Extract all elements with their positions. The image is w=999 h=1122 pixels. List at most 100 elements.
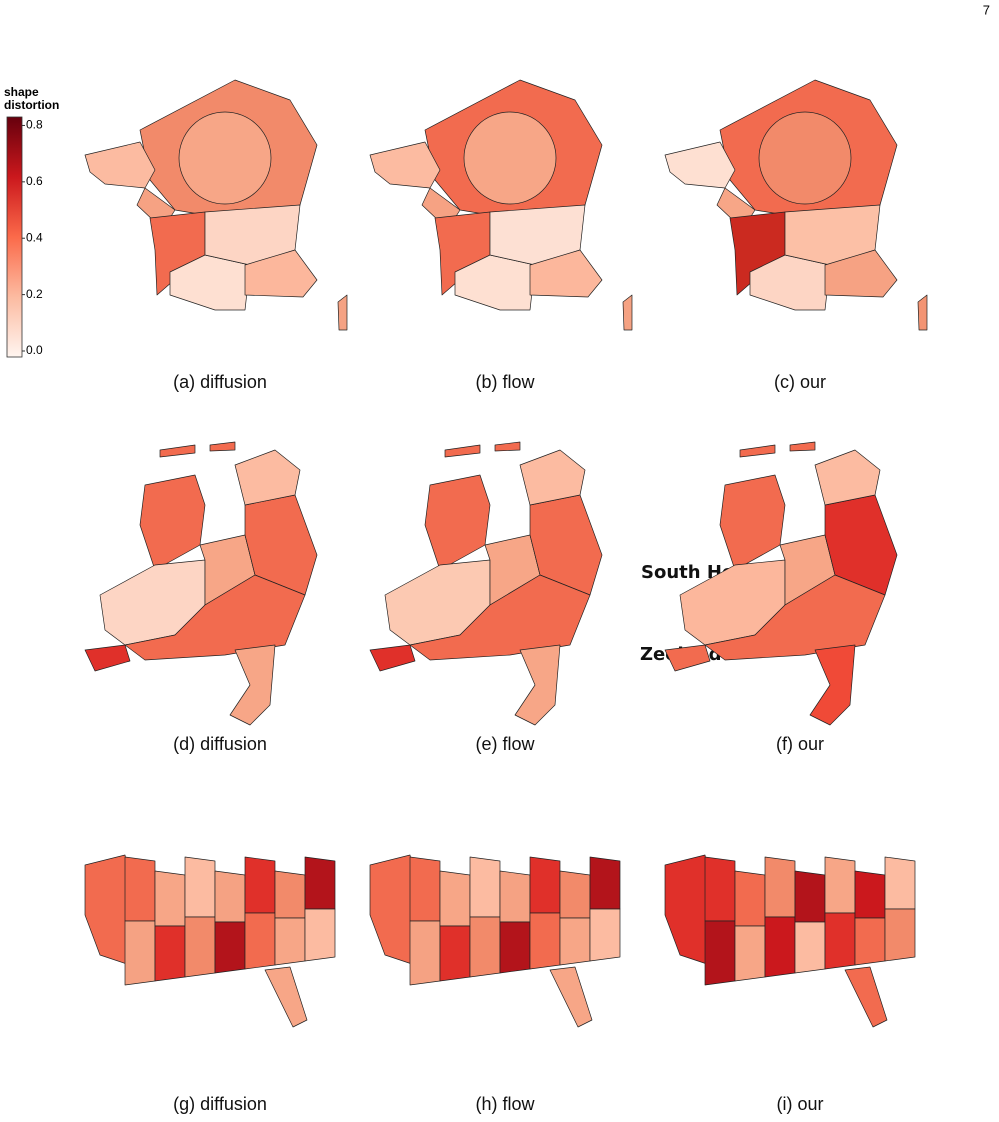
page-number: 7 xyxy=(983,2,990,17)
region xyxy=(884,908,916,962)
region xyxy=(178,111,272,205)
region xyxy=(734,925,766,982)
region xyxy=(794,870,826,923)
region xyxy=(824,856,856,914)
map xyxy=(84,854,336,1028)
region xyxy=(764,916,796,978)
region xyxy=(139,474,206,571)
region xyxy=(758,111,852,205)
map xyxy=(369,79,633,331)
region xyxy=(264,966,308,1028)
caption: (b) flow xyxy=(475,372,535,392)
colorbar-tick-label: 0.2 xyxy=(26,287,43,301)
region xyxy=(494,441,521,452)
region xyxy=(559,917,591,966)
region xyxy=(463,111,557,205)
region xyxy=(244,912,276,970)
region xyxy=(809,644,856,726)
region xyxy=(814,449,881,506)
region xyxy=(739,444,776,458)
region xyxy=(664,644,711,672)
region xyxy=(824,912,856,970)
region xyxy=(704,574,886,661)
region xyxy=(124,856,156,922)
caption: (e) flow xyxy=(475,734,535,754)
region xyxy=(884,856,916,910)
caption: (f) our xyxy=(776,734,824,754)
region xyxy=(589,908,621,962)
region xyxy=(409,920,441,986)
region xyxy=(854,917,886,966)
map xyxy=(84,79,348,331)
region xyxy=(824,249,898,298)
region xyxy=(274,917,306,966)
region xyxy=(719,474,786,571)
region xyxy=(529,856,561,914)
region xyxy=(369,644,416,672)
region xyxy=(704,920,736,986)
region xyxy=(184,856,216,918)
region xyxy=(244,249,318,298)
region xyxy=(549,966,593,1028)
region xyxy=(424,474,491,571)
region xyxy=(439,870,471,927)
map xyxy=(84,441,318,726)
region xyxy=(84,644,131,672)
region xyxy=(519,449,586,506)
region xyxy=(704,856,736,922)
region xyxy=(499,870,531,923)
region xyxy=(794,921,826,974)
region xyxy=(529,249,603,298)
region xyxy=(854,870,886,919)
region xyxy=(274,870,306,919)
map xyxy=(664,79,928,331)
map xyxy=(664,441,898,726)
region xyxy=(214,870,246,923)
region xyxy=(154,925,186,982)
colorbar-tick-label: 0.0 xyxy=(26,343,43,357)
region xyxy=(124,920,156,986)
region xyxy=(514,644,561,726)
region xyxy=(159,444,196,458)
caption: (i) our xyxy=(776,1094,823,1114)
region xyxy=(589,856,621,910)
colorbar-tick-label: 0.8 xyxy=(26,118,43,132)
region xyxy=(529,912,561,970)
region xyxy=(734,870,766,927)
region xyxy=(124,574,306,661)
region xyxy=(444,444,481,458)
region xyxy=(622,294,633,331)
caption: (d) diffusion xyxy=(173,734,267,754)
colorbar xyxy=(6,116,23,358)
map xyxy=(369,441,603,726)
colorbar-tick-label: 0.4 xyxy=(26,230,43,244)
caption: (a) diffusion xyxy=(173,372,267,392)
region xyxy=(304,908,336,962)
region xyxy=(184,916,216,978)
region xyxy=(209,441,236,452)
region xyxy=(409,574,591,661)
region xyxy=(844,966,888,1028)
region xyxy=(214,921,246,974)
region xyxy=(154,870,186,927)
region xyxy=(439,925,471,982)
region xyxy=(917,294,928,331)
region xyxy=(244,856,276,914)
region xyxy=(304,856,336,910)
region xyxy=(469,916,501,978)
caption: (c) our xyxy=(774,372,826,392)
map xyxy=(369,854,621,1028)
region xyxy=(559,870,591,919)
caption: (g) diffusion xyxy=(173,1094,267,1114)
region xyxy=(469,856,501,918)
colorbar-tick-label: 0.6 xyxy=(26,174,43,188)
region xyxy=(337,294,348,331)
colorbar-title: shape distortion xyxy=(4,86,60,112)
region xyxy=(789,441,816,452)
region xyxy=(499,921,531,974)
region xyxy=(409,856,441,922)
colorbar-title-box: shape distortion xyxy=(4,86,60,112)
caption: (h) flow xyxy=(475,1094,535,1114)
